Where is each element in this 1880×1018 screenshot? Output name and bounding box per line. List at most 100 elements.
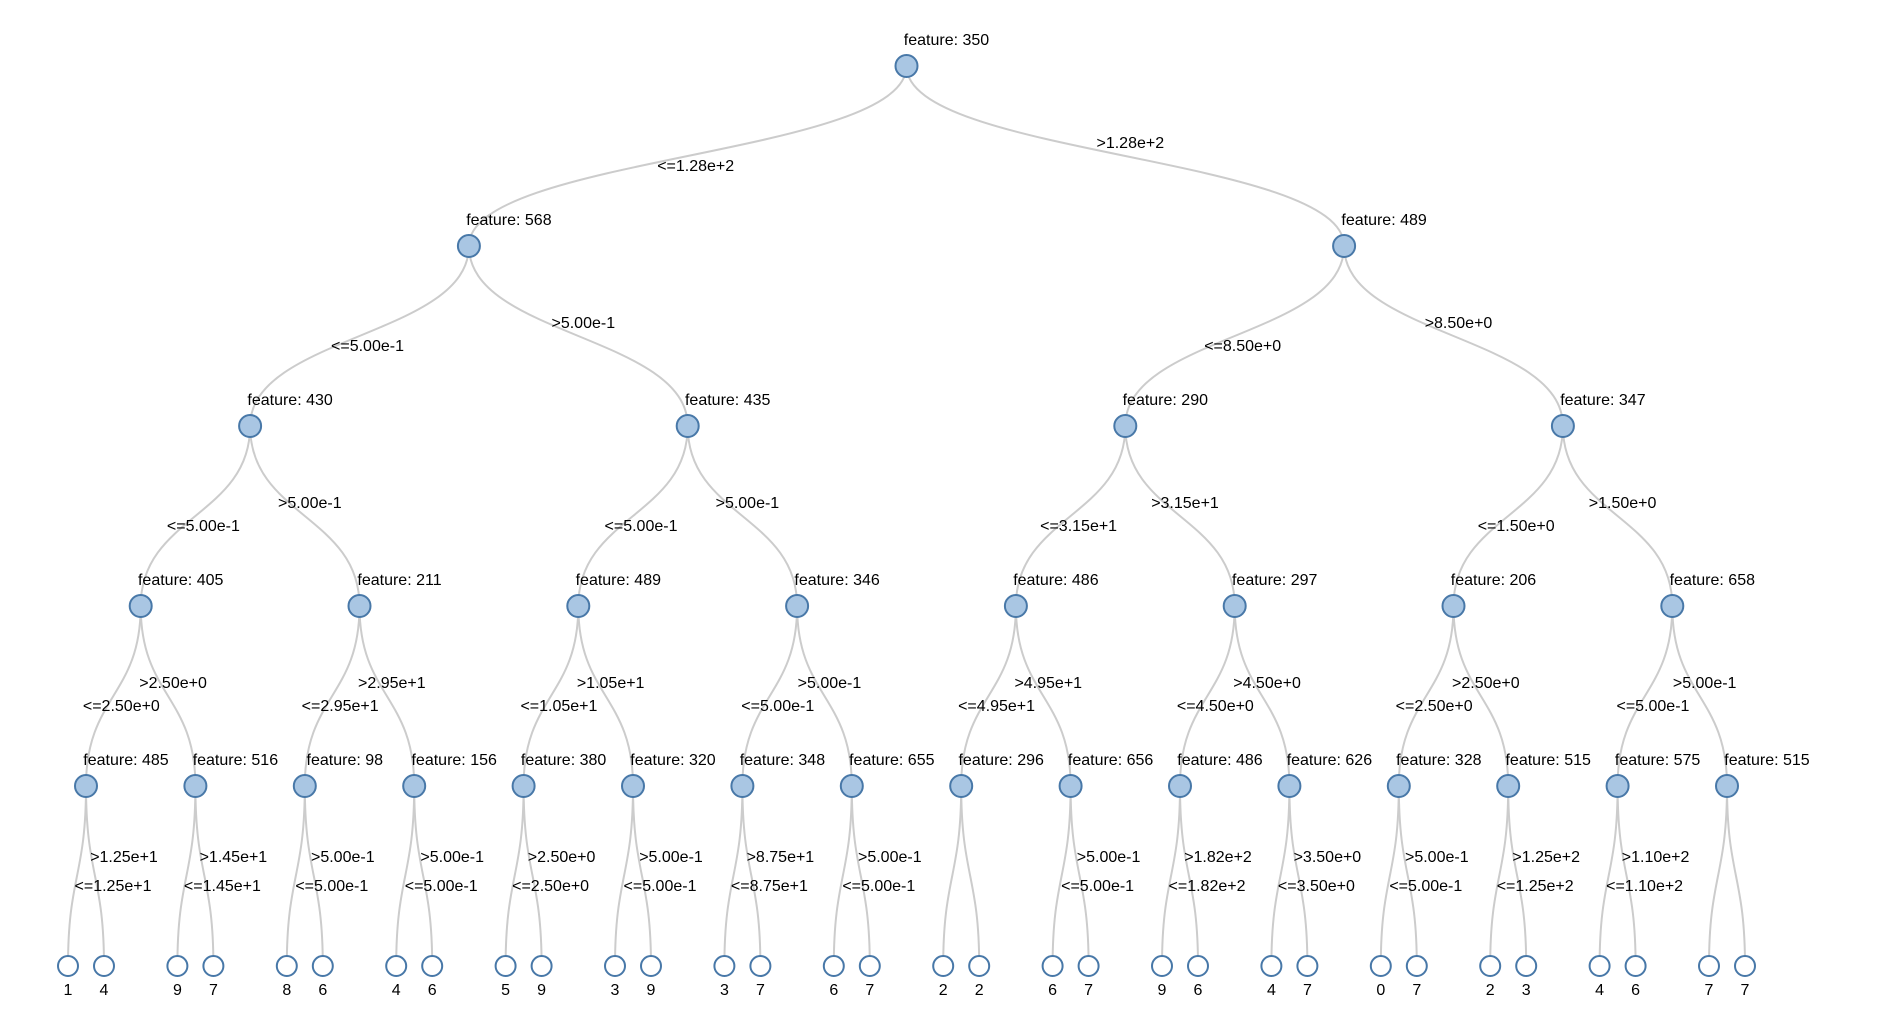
internal-node: [1386, 774, 1411, 798]
edge-threshold-label: >1.82e+2: [1184, 849, 1252, 866]
internal-node: [1550, 414, 1575, 438]
tree-edge: [960, 605, 1017, 787]
internal-node: [894, 54, 919, 78]
tree-edge: [1051, 785, 1072, 967]
tree-edge: [1379, 785, 1400, 967]
edge-threshold-label: <=4.95e+1: [958, 698, 1035, 715]
feature-label: feature: 206: [1451, 572, 1537, 589]
edge-threshold-label: <=1.82e+2: [1169, 878, 1246, 895]
leaf-class-label: 6: [428, 982, 437, 999]
feature-label: feature: 486: [1013, 572, 1099, 589]
leaf-class-label: 9: [537, 982, 546, 999]
edge-threshold-label: <=1.05e+1: [520, 698, 597, 715]
edge-threshold-label: <=5.00e-1: [605, 518, 678, 535]
edge-threshold-label: >5.00e-1: [858, 849, 922, 866]
tree-edge: [285, 785, 306, 967]
edge-threshold-label: >5.00e-1: [1077, 849, 1141, 866]
tree-edge: [796, 605, 853, 787]
leaf-class-label: 7: [1084, 982, 1093, 999]
leaf-node: [202, 955, 225, 977]
feature-label: feature: 347: [1560, 392, 1646, 409]
feature-label: feature: 380: [521, 752, 607, 769]
edge-threshold-label: <=2.50e+0: [83, 698, 160, 715]
feature-label: feature: 485: [83, 752, 169, 769]
leaf-node: [275, 955, 298, 977]
leaf-class-label: 7: [209, 982, 218, 999]
feature-label: feature: 346: [794, 572, 880, 589]
edge-threshold-label: >2.50e+0: [139, 675, 207, 692]
tree-edge: [832, 785, 853, 967]
feature-label: feature: 516: [193, 752, 279, 769]
feature-label: feature: 290: [1123, 392, 1209, 409]
leaf-node: [822, 955, 845, 977]
leaf-node: [1588, 955, 1611, 977]
internal-node: [621, 774, 645, 798]
feature-label: feature: 430: [247, 392, 333, 409]
edge-threshold-label: <=4.50e+0: [1177, 698, 1254, 715]
edge-threshold-label: <=1.25e+1: [75, 878, 152, 895]
leaf-node: [1698, 955, 1720, 977]
leaf-class-label: 6: [1194, 982, 1203, 999]
edge-threshold-label: >5.00e-1: [278, 495, 342, 512]
edge-threshold-label: <=8.75e+1: [731, 878, 808, 895]
edge-threshold-label: >2.95e+1: [358, 675, 426, 692]
edge-threshold-label: >4.50e+0: [1233, 675, 1301, 692]
leaf-node: [932, 955, 955, 977]
tree-edge: [1014, 605, 1072, 787]
feature-label: feature: 656: [1068, 752, 1154, 769]
feature-label: feature: 296: [958, 752, 1044, 769]
tree-edge: [1397, 605, 1455, 787]
feature-label: feature: 405: [138, 572, 224, 589]
tree-edge: [942, 785, 963, 967]
internal-node: [402, 774, 427, 798]
feature-label: feature: 350: [904, 32, 990, 49]
internal-node: [1332, 234, 1357, 258]
tree-edge: [1507, 785, 1528, 967]
edge-threshold-label: >1.25e+2: [1512, 849, 1580, 866]
internal-node: [1003, 594, 1028, 618]
internal-node: [1441, 594, 1466, 618]
tree-edge: [1616, 605, 1674, 787]
feature-label: feature: 626: [1287, 752, 1373, 769]
tree-edge: [395, 785, 416, 967]
tree-edge: [614, 785, 634, 967]
edge-threshold-label: >3.50e+0: [1294, 849, 1362, 866]
feature-label: feature: 515: [1505, 752, 1591, 769]
leaf-class-label: 4: [392, 982, 401, 999]
tree-edge: [1014, 425, 1127, 607]
feature-label: feature: 489: [576, 572, 662, 589]
edge-threshold-label: <=5.00e-1: [405, 878, 478, 895]
edge-threshold-label: >5.00e-1: [551, 315, 615, 332]
edge-threshold-label: <=1.50e+0: [1478, 518, 1555, 535]
tree-edge: [504, 785, 525, 967]
edge-threshold-label: <=5.00e-1: [331, 338, 404, 355]
leaf-node: [1187, 955, 1209, 977]
leaf-class-label: 1: [64, 982, 73, 999]
leaf-node: [858, 955, 881, 977]
leaf-node: [1296, 955, 1319, 977]
edge-threshold-label: >1.05e+1: [577, 675, 645, 692]
tree-edge: [1598, 785, 1619, 967]
edge-threshold-label: >4.95e+1: [1014, 675, 1082, 692]
leaf-node: [640, 955, 662, 977]
tree-edge: [303, 785, 324, 967]
tree-edge: [960, 785, 981, 967]
leaf-class-label: 3: [611, 982, 620, 999]
internal-node: [566, 594, 591, 618]
feature-label: feature: 156: [411, 752, 497, 769]
edge-threshold-label: >3.15e+1: [1151, 495, 1219, 512]
edge-threshold-label: >5.00e-1: [639, 849, 703, 866]
edge-threshold-label: >1.50e+0: [1589, 495, 1657, 512]
internal-node: [1715, 774, 1739, 798]
feature-label: feature: 320: [630, 752, 716, 769]
edge-threshold-label: <=1.45e+1: [184, 878, 261, 895]
leaf-class-label: 7: [1741, 982, 1750, 999]
edge-threshold-label: <=5.00e-1: [167, 518, 240, 535]
leaf-class-label: 7: [865, 982, 874, 999]
leaf-class-label: 9: [173, 982, 182, 999]
feature-label: feature: 515: [1724, 752, 1810, 769]
tree-edge: [85, 605, 142, 787]
internal-node: [1496, 774, 1521, 798]
internal-node: [1222, 594, 1247, 618]
leaf-class-label: 5: [501, 982, 510, 999]
